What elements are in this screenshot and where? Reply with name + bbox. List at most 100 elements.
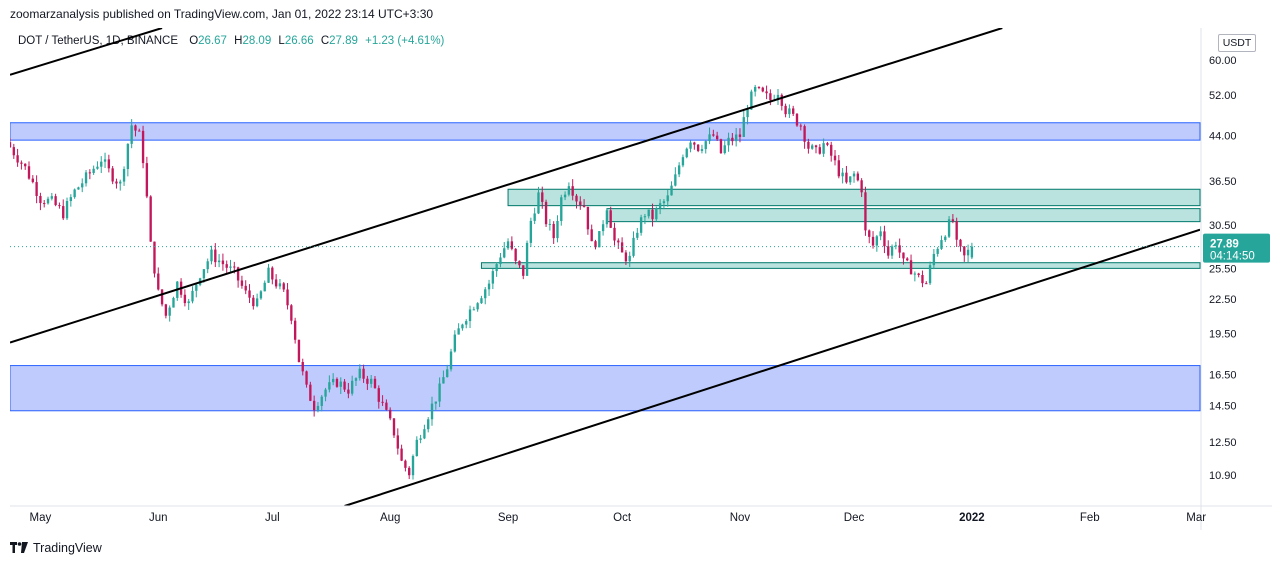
candle (442, 370, 445, 384)
candle (966, 244, 970, 263)
candle (168, 305, 171, 322)
candle (537, 186, 540, 215)
channel-lower (344, 228, 1200, 506)
candle (875, 234, 879, 252)
candle (959, 238, 962, 252)
footer: TradingView (10, 541, 102, 555)
candle (742, 110, 745, 137)
candle (567, 182, 571, 197)
candle (636, 227, 639, 240)
candle (320, 394, 323, 412)
candle (814, 144, 818, 154)
x-tick-label: Dec (844, 512, 865, 524)
symbol-title[interactable]: DOT / TetherUS, 1D, BINANCE (18, 35, 178, 47)
candle (575, 193, 578, 209)
candle (362, 364, 365, 383)
candle (613, 222, 616, 246)
candle (244, 280, 247, 295)
x-tick-label: Sep (498, 512, 518, 524)
candle (533, 207, 536, 225)
candles-layer (10, 84, 974, 480)
candle (411, 454, 415, 480)
candle (400, 444, 403, 462)
candle (12, 143, 15, 159)
candle (389, 407, 392, 421)
candle (560, 194, 563, 226)
zone-36 (507, 188, 1201, 207)
candle (639, 214, 643, 236)
candle (753, 84, 757, 97)
candle (522, 265, 525, 280)
candle (731, 133, 734, 146)
candle (955, 217, 958, 248)
candle (651, 203, 654, 227)
axis-layer: 60.00 52.00 44.00 36.50 30.50 25.50 22.50 19.50… (10, 28, 1272, 530)
x-tick-label: Jun (149, 512, 168, 524)
candle (624, 250, 628, 265)
candle (655, 206, 658, 222)
candle (115, 178, 118, 189)
candle (811, 143, 814, 150)
candle (917, 272, 920, 278)
candle (727, 132, 730, 152)
candle (229, 259, 232, 272)
candle (677, 162, 681, 178)
x-tick-label: 2022 (959, 512, 985, 524)
candle (427, 417, 430, 433)
candle (525, 240, 529, 277)
candle (248, 284, 251, 304)
candle (366, 375, 369, 390)
candle (305, 370, 308, 388)
candle (373, 376, 377, 389)
candle (119, 179, 122, 191)
candle (704, 140, 707, 154)
candle (449, 348, 453, 372)
candle (723, 140, 726, 155)
candle (92, 165, 95, 175)
candle (183, 289, 187, 307)
candle (947, 216, 951, 238)
candle (898, 238, 901, 259)
candle (936, 247, 939, 257)
candle (757, 86, 761, 90)
candle (149, 195, 152, 242)
candle (43, 200, 46, 208)
candle (822, 138, 825, 157)
high-label: H (234, 35, 243, 47)
y-tick-label: 44.00 (1209, 131, 1237, 143)
candle (715, 131, 719, 141)
y-tick-label: 30.50 (1209, 220, 1237, 232)
candle (826, 141, 829, 147)
candle (343, 379, 346, 392)
chart-frame[interactable]: 60.00 52.00 44.00 36.50 30.50 25.50 22.50 19.50… (10, 28, 1272, 530)
footer-brand[interactable]: TradingView (33, 541, 102, 555)
candle (571, 179, 574, 201)
tradingview-logo-icon (10, 542, 28, 553)
candle (689, 140, 692, 153)
candle (761, 86, 764, 93)
publisher-header: zoomarzanalysis published on TradingView… (10, 7, 434, 21)
candle (10, 138, 12, 148)
candle (837, 154, 840, 179)
candle (301, 358, 304, 376)
x-tick-label: Feb (1080, 512, 1100, 524)
candle (31, 175, 34, 184)
candle (518, 260, 521, 269)
candle (267, 263, 270, 284)
candle (358, 364, 361, 381)
candle (278, 278, 282, 290)
candle (484, 287, 487, 305)
high-value: 28.09 (242, 35, 272, 47)
candle (157, 267, 160, 291)
candle (632, 231, 635, 258)
candle (932, 249, 936, 270)
candle (381, 395, 384, 406)
candle (734, 127, 738, 147)
candle (107, 154, 111, 173)
candle (765, 85, 768, 100)
candle (472, 306, 476, 311)
candle (647, 209, 650, 219)
candle (172, 296, 175, 308)
currency-button[interactable]: USDT (1218, 34, 1256, 52)
